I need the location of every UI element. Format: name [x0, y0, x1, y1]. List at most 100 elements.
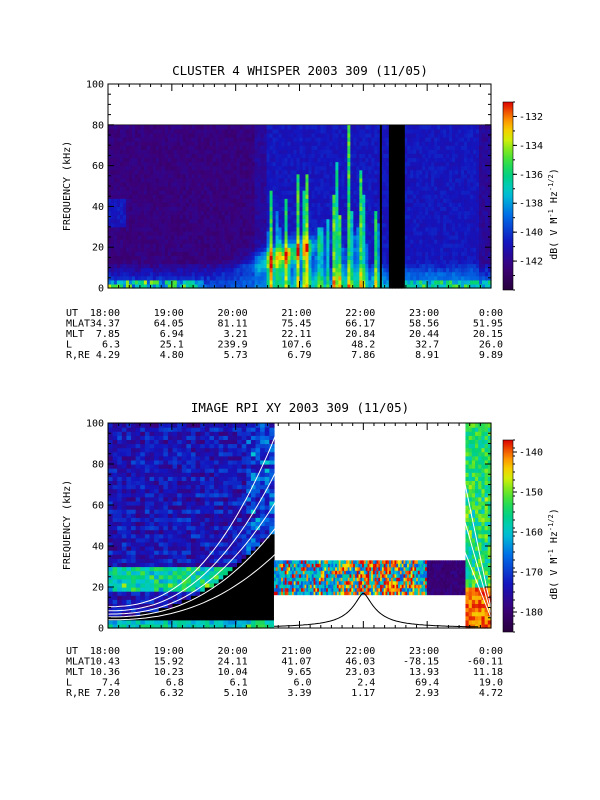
heatmap-cell	[185, 153, 190, 159]
heatmap-cell	[353, 222, 357, 228]
heatmap-cell	[416, 141, 420, 146]
heatmap-cell	[239, 153, 244, 159]
heatmap-cell	[470, 251, 474, 256]
heatmap-cell	[251, 255, 256, 261]
heatmap-cell	[380, 259, 384, 265]
heatmap-cell	[374, 234, 378, 240]
heatmap-cell	[308, 149, 313, 154]
heatmap-cell	[272, 271, 277, 277]
heatmap-cell	[242, 267, 247, 273]
heatmap-cell	[296, 210, 301, 216]
heatmap-cell	[359, 137, 363, 142]
heatmap-cell	[455, 279, 459, 285]
heatmap-cell	[287, 173, 292, 179]
heatmap-cell	[299, 259, 304, 265]
heatmap-cell	[248, 169, 253, 175]
heatmap-cell	[269, 145, 274, 150]
heatmap-cell	[236, 165, 241, 171]
heatmap-cell	[125, 149, 130, 154]
heatmap-cell	[353, 226, 357, 232]
heatmap-cell	[194, 145, 199, 150]
heatmap-cell	[338, 279, 342, 285]
heatmap-cell	[311, 247, 316, 252]
heatmap-cell	[293, 128, 298, 134]
heatmap-cell	[356, 137, 360, 142]
heatmap-cell	[386, 251, 390, 256]
heatmap-cell	[440, 263, 444, 269]
heatmap-cell	[236, 153, 241, 159]
heatmap-cell	[479, 251, 483, 256]
heatmap-cell	[158, 239, 163, 244]
heatmap-cell	[413, 255, 417, 261]
heatmap-cell	[317, 128, 322, 134]
heatmap-cell	[137, 214, 142, 220]
heatmap-cell	[200, 173, 205, 179]
heatmap-cell	[329, 210, 334, 216]
heatmap-cell	[374, 218, 378, 224]
heatmap-cell	[467, 267, 471, 273]
heatmap-cell	[470, 169, 474, 175]
heatmap-cell	[200, 234, 205, 240]
heatmap-cell	[293, 214, 298, 220]
heatmap-cell	[110, 243, 115, 248]
heatmap-cell	[344, 206, 348, 212]
heatmap-cell	[251, 202, 256, 207]
heatmap-cell	[443, 255, 447, 261]
heatmap-cell	[272, 218, 277, 224]
heatmap-cell	[362, 202, 366, 207]
heatmap-cell	[233, 259, 238, 265]
heatmap-cell	[326, 243, 331, 248]
heatmap-cell	[206, 177, 211, 183]
heatmap-cell	[296, 243, 301, 248]
heatmap-cell	[173, 222, 178, 228]
heatmap-cell	[305, 275, 310, 281]
heatmap-cell	[437, 153, 441, 159]
heatmap-cell	[452, 243, 456, 248]
heatmap-cell	[353, 124, 357, 130]
heatmap-cell	[344, 255, 348, 261]
heatmap-cell	[449, 181, 453, 187]
heatmap-cell	[410, 283, 414, 289]
heatmap-cell	[350, 153, 354, 159]
heatmap-cell	[326, 181, 331, 187]
heatmap-cell	[170, 247, 175, 252]
heatmap-cell	[218, 214, 223, 220]
heatmap-cell	[257, 243, 262, 248]
heatmap-cell	[167, 173, 172, 179]
heatmap-cell	[128, 279, 133, 285]
heatmap-cell	[449, 251, 453, 256]
heatmap-cell	[386, 177, 390, 183]
heatmap-cell	[245, 239, 250, 244]
heatmap-cell	[230, 230, 235, 236]
heatmap-cell	[419, 173, 423, 179]
heatmap-cell	[170, 198, 175, 203]
heatmap-cell	[314, 141, 319, 146]
heatmap-cell	[359, 275, 363, 281]
heatmap-cell	[128, 153, 133, 159]
heatmap-cell	[329, 149, 334, 154]
heatmap-cell	[287, 177, 292, 183]
heatmap-cell	[281, 271, 286, 277]
heatmap-cell	[350, 186, 354, 191]
heatmap-cell	[113, 141, 118, 146]
heatmap-cell	[332, 259, 337, 265]
heatmap-cell	[350, 267, 354, 273]
heatmap-cell	[335, 169, 339, 175]
heatmap-cell	[326, 177, 331, 183]
heatmap-cell	[167, 222, 172, 228]
heatmap-cell	[239, 137, 244, 142]
heatmap-cell	[344, 202, 348, 207]
heatmap-cell	[281, 275, 286, 281]
heatmap-cell	[479, 214, 483, 220]
heatmap-cell	[212, 132, 217, 138]
heatmap-cell	[473, 214, 477, 220]
heatmap-cell	[311, 137, 316, 142]
heatmap-cell	[131, 283, 136, 289]
heatmap-cell	[443, 202, 447, 207]
heatmap-cell	[146, 234, 151, 240]
heatmap-cell	[368, 259, 372, 265]
heatmap-cell	[467, 161, 471, 167]
heatmap-cell	[230, 181, 235, 187]
heatmap-cell	[335, 234, 339, 240]
heatmap-cell	[338, 255, 342, 261]
